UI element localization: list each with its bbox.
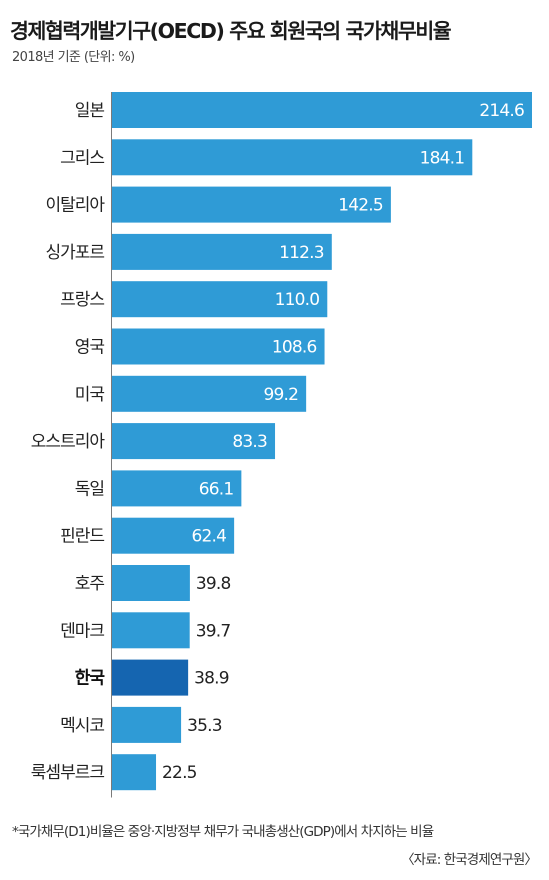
value-labels: 214.6 184.1 142.5 112.3 110.0 108.6 99.2 83.3 66… (162, 101, 525, 783)
category-label: 핀란드 (60, 527, 104, 547)
bar (112, 565, 190, 601)
bar (112, 139, 473, 176)
bar (112, 375, 307, 412)
category-label: 이탈리아 (45, 196, 105, 216)
value-label: 214.6 (479, 101, 524, 121)
value-label: 83.3 (232, 432, 267, 452)
category-label: 미국 (75, 385, 105, 405)
bar (112, 754, 157, 791)
value-label: 66.1 (199, 479, 234, 499)
category-label: 호주 (75, 574, 105, 594)
bar (112, 281, 328, 318)
value-label: 184.1 (420, 148, 465, 168)
value-label: 22.5 (162, 763, 197, 783)
bar (112, 470, 242, 507)
category-label: 독일 (75, 479, 104, 499)
value-label: 62.4 (191, 527, 226, 547)
bar (112, 706, 182, 743)
bars (112, 92, 532, 791)
bar (112, 186, 391, 223)
category-label: 그리스 (60, 148, 104, 168)
source-credit: 〈자료: 한국경제연구원〉 (401, 852, 538, 868)
bar (112, 92, 532, 128)
category-label: 룩셈부르크 (31, 763, 105, 783)
value-label: 38.9 (194, 669, 229, 689)
bar (112, 328, 325, 365)
category-label: 프랑스 (60, 290, 104, 310)
chart-title: 경제협력개발기구(OECD) 주요 회원국의 국가채무비율 (10, 19, 452, 43)
bar (112, 233, 332, 270)
value-label: 108.6 (272, 338, 317, 358)
footnote: *국가채무(D1)비율은 중앙·지방정부 채무가 국내총생산(GDP)에서 차지… (12, 824, 434, 840)
category-labels: 일본그리스이탈리아싱가포르프랑스영국미국오스트리아독일핀란드호주덴마크한국멕시코… (31, 101, 107, 783)
category-label: 멕시코 (60, 716, 104, 736)
value-label: 39.8 (196, 574, 231, 594)
bar-chart: 일본그리스이탈리아싱가포르프랑스영국미국오스트리아독일핀란드호주덴마크한국멕시코… (31, 92, 532, 798)
category-label: 오스트리아 (31, 432, 106, 452)
value-label: 39.7 (196, 621, 231, 641)
bar (112, 517, 235, 554)
chart-subtitle: 2018년 기준 (단위: %) (12, 50, 135, 65)
category-label: 영국 (75, 338, 105, 358)
value-label: 112.3 (279, 243, 324, 263)
bar (112, 612, 190, 649)
value-label: 142.5 (338, 196, 383, 216)
value-label: 99.2 (263, 385, 298, 405)
bar (112, 659, 189, 696)
value-label: 110.0 (275, 290, 320, 310)
category-label: 한국 (75, 669, 106, 689)
category-label: 싱가포르 (45, 243, 104, 263)
category-label: 일본 (75, 101, 105, 121)
value-label: 35.3 (187, 716, 222, 736)
bar (112, 423, 276, 460)
category-label: 덴마크 (60, 621, 104, 641)
